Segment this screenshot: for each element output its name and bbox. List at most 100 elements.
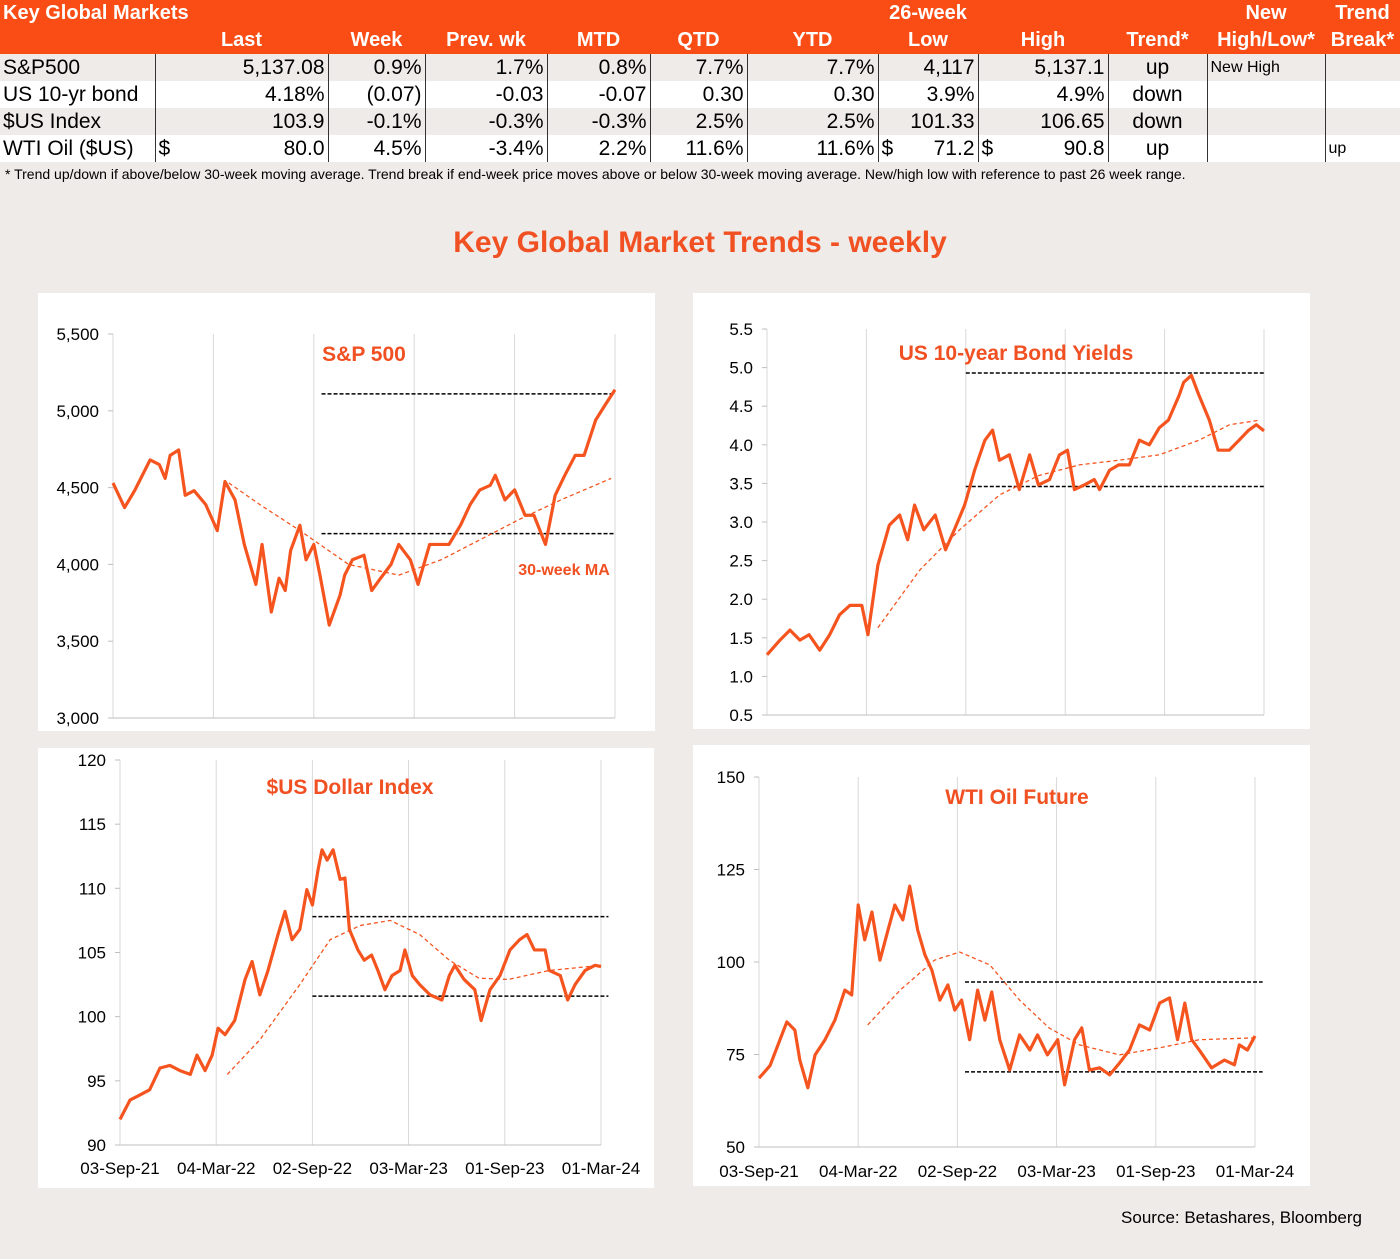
footnote: * Trend up/down if above/below 30-week m… — [5, 166, 1186, 182]
cell-prev: -3.4% — [424, 135, 547, 162]
cell-week: -0.1% — [327, 108, 425, 135]
y-tick-label: 3,500 — [56, 632, 99, 651]
chart-panel-usd: 03-Sep-21 04-Mar-22 02-Sep-22 03-Mar-23 01-S… — [38, 748, 654, 1188]
col-header: Last — [155, 27, 328, 54]
x-tick-label: 03-Mar-23 — [369, 1159, 447, 1178]
cell-value: 2.5% — [695, 109, 744, 133]
cell-ytd: 2.5% — [746, 108, 878, 135]
cell-name: $US Index — [0, 108, 155, 135]
cell-low: 3.9% — [877, 81, 978, 108]
cell-brk — [1324, 54, 1400, 81]
cell-value: up — [1145, 136, 1170, 160]
cell-qtd: 7.7% — [649, 54, 747, 81]
y-tick-label: 3,000 — [56, 709, 99, 728]
cell-mtd: 0.8% — [546, 54, 650, 81]
cell-value: 11.6% — [685, 136, 744, 160]
cell-value: 1.7% — [495, 55, 544, 79]
y-tick-label: 75 — [726, 1046, 745, 1065]
cell-value: WTI Oil ($US) — [3, 136, 134, 160]
cell-week: 4.5% — [327, 135, 425, 162]
cell-value: 4,117 — [923, 55, 975, 79]
cell-mtd: 2.2% — [546, 135, 650, 162]
cell-value: -0.03 — [495, 82, 544, 106]
y-tick-label: 120 — [78, 751, 106, 770]
currency-symbol: $ — [981, 136, 994, 160]
y-tick-label: 1.5 — [729, 629, 753, 648]
y-tick-label: 50 — [726, 1138, 745, 1157]
y-tick-label: 0.5 — [729, 706, 753, 725]
y-tick-label: 115 — [79, 815, 106, 834]
cell-name: WTI Oil ($US) — [0, 135, 155, 162]
cell-low: 4,117 — [877, 54, 978, 81]
cell-value: 4.18% — [264, 82, 325, 106]
cell-value: 4.5% — [373, 136, 422, 160]
y-tick-label: 1.0 — [729, 667, 753, 686]
cell-value: S&P500 — [3, 55, 81, 79]
cell-value: 7.7% — [826, 55, 875, 79]
price-line — [118, 848, 602, 1121]
cell-value: $US Index — [3, 109, 102, 133]
table-row: S&P500 5,137.08 0.9% 1.7% 0.8% 7.7% 7.7% 4,117 5… — [0, 54, 1400, 81]
price-line — [111, 388, 617, 627]
table-header-row-2: Last Week Prev. wk MTD QTD YTD Low High … — [0, 27, 1400, 54]
cell-value: 3.9% — [926, 82, 975, 106]
col-header: High/Low* — [1207, 27, 1325, 54]
cell-value: up — [1145, 55, 1170, 79]
currency-symbol: $ — [881, 136, 894, 160]
cell-trend: down — [1107, 108, 1207, 135]
currency-symbol: $ — [158, 136, 171, 160]
y-tick-label: 125 — [717, 861, 745, 880]
cell-qtd: 0.30 — [649, 81, 747, 108]
cell-value: -3.4% — [488, 136, 544, 160]
y-tick-label: 2.5 — [729, 552, 753, 571]
cell-week: 0.9% — [327, 54, 425, 81]
x-tick-label: 01-Mar-24 — [1216, 1162, 1294, 1181]
cell-name: S&P500 — [0, 54, 155, 81]
cell-high: $90.8 — [977, 135, 1108, 162]
header-new-top: New — [1207, 0, 1325, 27]
x-tick-label: 03-Sep-21 — [80, 1159, 159, 1178]
markets-table: Key Global Markets 26-week New Trend Las… — [0, 0, 1400, 162]
cell-mtd: -0.07 — [546, 81, 650, 108]
cell-low: 101.33 — [877, 108, 978, 135]
cell-mtd: -0.3% — [546, 108, 650, 135]
cell-value: 101.33 — [910, 109, 975, 133]
header-trend-break-top: Trend — [1325, 0, 1400, 27]
moving-average-line — [867, 951, 1256, 1056]
chart-panel-oil: 03-Sep-21 04-Mar-22 02-Sep-22 03-Mar-23 01-S… — [693, 745, 1310, 1186]
ma-annotation: 30-week MA — [518, 562, 610, 579]
bond-yield-chart: 0.5 1.0 1.5 2.0 2.5 3.0 3.5 4.0 4.5 5.0 5.5 US 10-y… — [729, 320, 1266, 725]
y-tick-label: 5,000 — [56, 402, 99, 421]
cell-value: -0.07 — [598, 82, 647, 106]
cell-last: 5,137.08 — [154, 54, 328, 81]
y-tick-label: 105 — [78, 944, 106, 963]
cell-value: 2.5% — [826, 109, 875, 133]
cell-value: 0.8% — [598, 55, 647, 79]
source-note: Source: Betashares, Bloomberg — [1121, 1208, 1362, 1227]
cell-trend: down — [1107, 81, 1207, 108]
col-header: YTD — [747, 27, 878, 54]
y-tick-label: 3.5 — [729, 474, 753, 493]
moving-average-line — [228, 477, 612, 576]
chart-panel-bond: 0.5 1.0 1.5 2.0 2.5 3.0 3.5 4.0 4.5 5.0 5.5 US 10-y… — [693, 293, 1310, 729]
usd-index-chart: 03-Sep-21 04-Mar-22 02-Sep-22 03-Mar-23 01-S… — [78, 751, 641, 1178]
cell-value: 71.2 — [933, 136, 975, 160]
price-line — [757, 884, 1257, 1090]
table-row: US 10-yr bond 4.18% (0.07) -0.03 -0.07 0.30 0.… — [0, 81, 1400, 108]
moving-average-line — [226, 919, 602, 1075]
y-tick-label: 110 — [79, 879, 106, 898]
y-tick-label: 90 — [87, 1136, 106, 1155]
y-tick-label: 95 — [87, 1072, 106, 1091]
cell-value: 5,137.1 — [1034, 55, 1105, 79]
y-tick-label: 5.0 — [729, 359, 753, 378]
cell-high: 106.65 — [977, 108, 1108, 135]
table-title: Key Global Markets — [0, 0, 189, 27]
cell-prev: -0.03 — [424, 81, 547, 108]
table-header-row-1: Key Global Markets 26-week New Trend — [0, 0, 1400, 27]
cell-value: 0.30 — [702, 82, 744, 106]
moving-average-line — [877, 419, 1261, 629]
cell-low: $71.2 — [877, 135, 978, 162]
y-tick-label: 2.0 — [729, 590, 753, 609]
chart-title: S&P 500 — [322, 343, 406, 366]
x-tick-label: 03-Sep-21 — [719, 1162, 798, 1181]
